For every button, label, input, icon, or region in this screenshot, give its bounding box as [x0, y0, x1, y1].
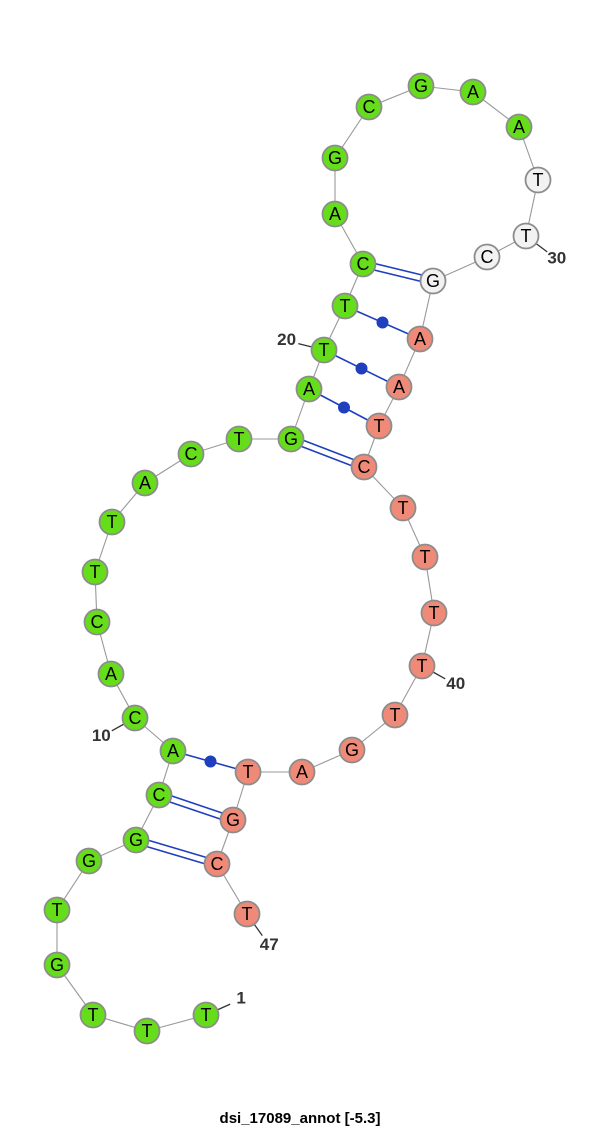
- svg-text:T: T: [107, 512, 118, 532]
- svg-text:T: T: [242, 904, 253, 924]
- svg-text:G: G: [226, 810, 240, 830]
- svg-text:C: C: [91, 612, 104, 632]
- svg-text:T: T: [417, 656, 428, 676]
- svg-text:10: 10: [92, 726, 111, 745]
- svg-text:T: T: [88, 1005, 99, 1025]
- svg-text:G: G: [426, 271, 440, 291]
- svg-text:C: C: [357, 254, 370, 274]
- svg-text:G: G: [284, 429, 298, 449]
- svg-text:A: A: [513, 117, 525, 137]
- svg-text:20: 20: [277, 330, 296, 349]
- svg-text:A: A: [414, 329, 426, 349]
- svg-text:G: G: [50, 955, 64, 975]
- svg-text:30: 30: [547, 249, 566, 268]
- svg-text:A: A: [329, 204, 341, 224]
- svg-text:C: C: [363, 97, 376, 117]
- svg-text:C: C: [211, 854, 224, 874]
- svg-text:C: C: [129, 708, 142, 728]
- svg-text:T: T: [90, 562, 101, 582]
- svg-text:C: C: [358, 457, 371, 477]
- svg-text:T: T: [234, 429, 245, 449]
- svg-text:G: G: [82, 851, 96, 871]
- svg-text:1: 1: [236, 989, 245, 1008]
- svg-text:47: 47: [260, 935, 279, 954]
- svg-text:A: A: [296, 762, 308, 782]
- svg-text:T: T: [201, 1005, 212, 1025]
- svg-text:G: G: [414, 76, 428, 96]
- svg-text:T: T: [429, 603, 440, 623]
- svg-text:G: G: [328, 148, 342, 168]
- svg-text:T: T: [374, 416, 385, 436]
- svg-text:A: A: [139, 473, 151, 493]
- svg-text:T: T: [420, 547, 431, 567]
- svg-text:A: A: [303, 379, 315, 399]
- svg-text:C: C: [481, 247, 494, 267]
- svg-text:T: T: [521, 226, 532, 246]
- svg-text:T: T: [319, 340, 330, 360]
- svg-text:40: 40: [446, 674, 465, 693]
- svg-text:T: T: [533, 170, 544, 190]
- svg-text:A: A: [393, 377, 405, 397]
- svg-text:C: C: [185, 444, 198, 464]
- svg-text:G: G: [129, 830, 143, 850]
- svg-text:T: T: [243, 762, 254, 782]
- svg-text:T: T: [142, 1021, 153, 1041]
- svg-text:A: A: [105, 664, 117, 684]
- svg-text:A: A: [167, 741, 179, 761]
- svg-text:A: A: [467, 82, 479, 102]
- svg-text:T: T: [390, 705, 401, 725]
- svg-text:T: T: [398, 498, 409, 518]
- svg-text:T: T: [52, 900, 63, 920]
- svg-text:T: T: [340, 296, 351, 316]
- svg-text:G: G: [345, 740, 359, 760]
- svg-text:C: C: [153, 785, 166, 805]
